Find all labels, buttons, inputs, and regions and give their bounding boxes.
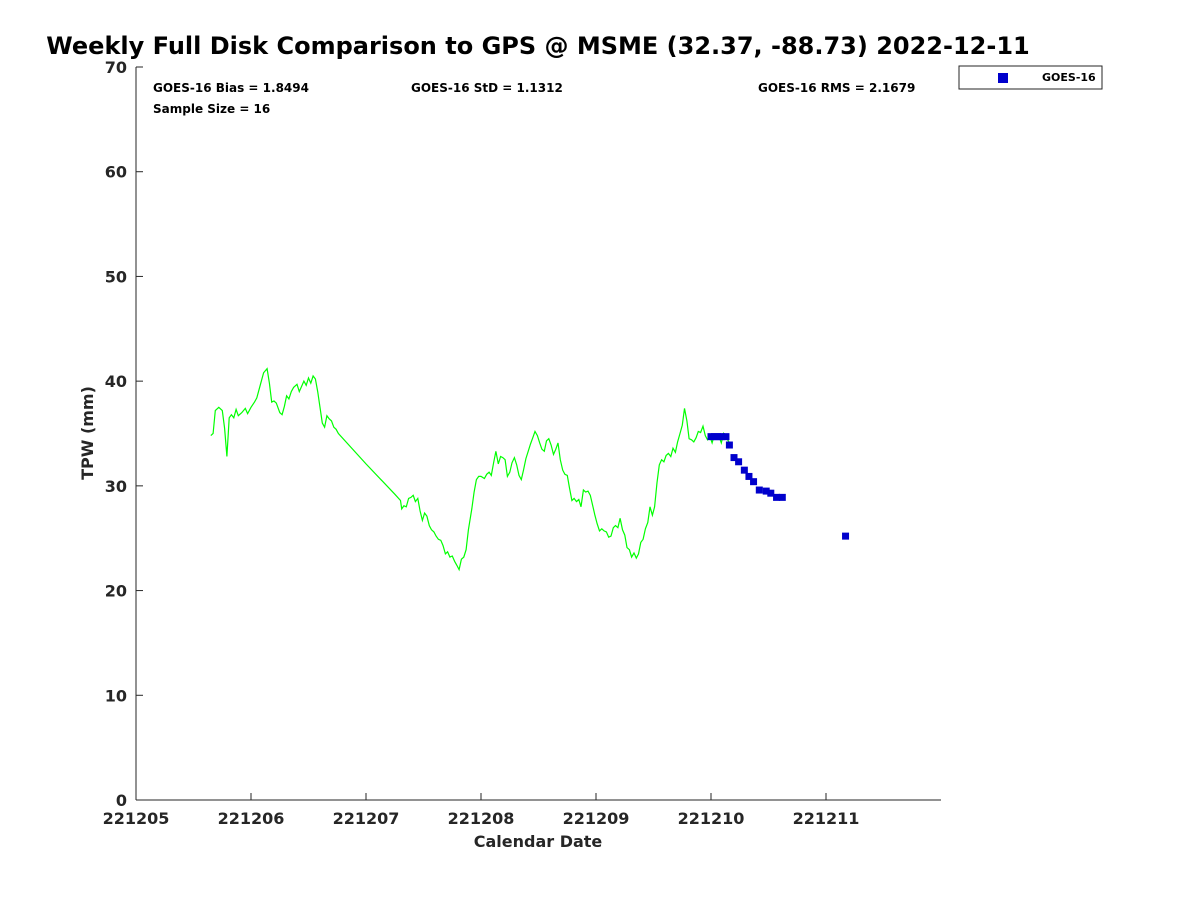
chart-title: Weekly Full Disk Comparison to GPS @ MSM…: [46, 32, 1029, 60]
legend: GOES-16: [958, 65, 1103, 90]
goes16-point: [778, 493, 786, 501]
x-axis-label: Calendar Date: [474, 832, 603, 851]
plot-area: 0 10 20 30 40 50 60 70 221205 221206 221207 221208…: [103, 58, 941, 828]
y-tick-label: 0: [116, 791, 127, 810]
x-tick-label: 221206: [218, 809, 285, 828]
goes16-point: [717, 433, 725, 441]
legend-label-goes16: GOES-16: [1042, 71, 1096, 84]
goes16-point: [767, 489, 775, 497]
goes16-point: [745, 472, 753, 480]
x-ticks: 221205 221206 221207 221208 221209 221210 2212…: [103, 793, 860, 828]
x-tick-label: 221209: [563, 809, 630, 828]
goes16-point: [740, 466, 748, 474]
y-tick-label: 40: [105, 372, 127, 391]
goes16-point: [735, 458, 743, 466]
y-tick-label: 60: [105, 163, 127, 182]
x-tick-label: 221205: [103, 809, 170, 828]
y-tick-label: 70: [105, 58, 127, 77]
y-tick-label: 30: [105, 477, 127, 496]
goes16-point: [762, 487, 770, 495]
goes16-point: [730, 454, 738, 462]
x-tick-label: 221207: [333, 809, 400, 828]
x-tick-label: 221210: [678, 809, 745, 828]
legend-box: [958, 65, 1103, 90]
y-tick-label: 10: [105, 686, 127, 705]
goes16-series: [707, 433, 850, 540]
y-ticks: 0 10 20 30 40 50 60 70: [105, 58, 143, 810]
goes16-point: [755, 486, 763, 494]
bias-stat: GOES-16 Bias = 1.8494: [153, 81, 309, 95]
std-stat: GOES-16 StD = 1.1312: [411, 81, 563, 95]
goes16-point: [725, 441, 733, 449]
gps-series: [210, 367, 732, 572]
goes16-point: [722, 433, 730, 441]
x-tick-label: 221208: [448, 809, 515, 828]
x-tick-label: 221211: [793, 809, 860, 828]
y-tick-label: 20: [105, 582, 127, 601]
sample-size-stat: Sample Size = 16: [153, 102, 270, 116]
legend-marker-goes16: [998, 73, 1008, 83]
gps-tpw-line: [210, 367, 732, 572]
goes16-point: [842, 532, 850, 540]
goes16-point: [750, 478, 758, 486]
y-tick-label: 50: [105, 267, 127, 286]
rms-stat: GOES-16 RMS = 2.1679: [758, 81, 915, 95]
goes16-point: [773, 493, 781, 501]
y-axis-label: TPW (mm): [78, 386, 97, 480]
